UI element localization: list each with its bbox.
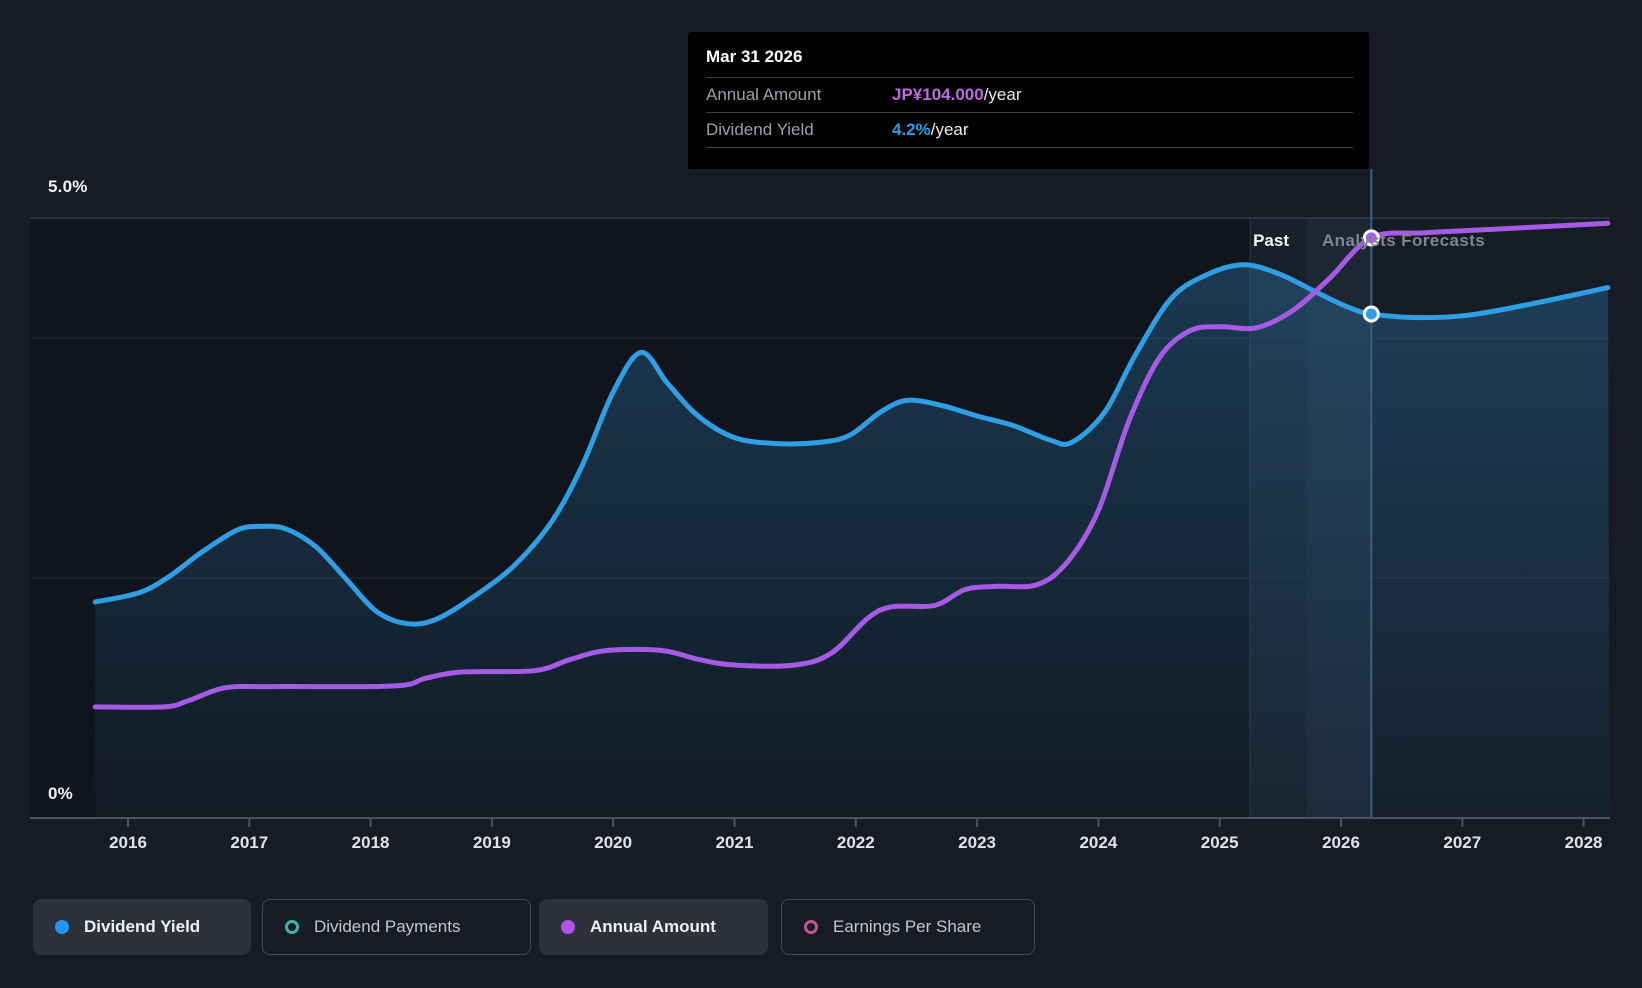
tooltip-label-dividend-yield: Dividend Yield — [706, 120, 814, 139]
legend-earnings-per-share[interactable]: Earnings Per Share — [781, 899, 1035, 955]
tooltip-suffix-annual-amount: /year — [983, 85, 1022, 104]
x-axis-label-2025: 2025 — [1200, 833, 1239, 852]
past-label: Past — [1253, 231, 1289, 250]
x-axis: 2016 2017 2018 2019 2020 2021 2022 2023 2024 2025… — [0, 833, 1642, 855]
y-axis-label-max: 5.0% — [48, 177, 88, 196]
dividend-payments-ring-icon — [285, 920, 299, 934]
x-axis-label-2017: 2017 — [230, 833, 269, 852]
tooltip-date: Mar 31 2026 — [706, 44, 1353, 78]
y-axis-label-zero: 0% — [48, 784, 73, 803]
legend-label-dividend-yield: Dividend Yield — [84, 917, 201, 936]
legend-label-annual-amount: Annual Amount — [590, 917, 716, 936]
tooltip-label-annual-amount: Annual Amount — [706, 85, 822, 104]
x-axis-label-2024: 2024 — [1079, 833, 1118, 852]
x-axis-label-2028: 2028 — [1564, 833, 1603, 852]
annual-amount-dot-icon — [561, 920, 575, 934]
legend-label-earnings-per-share: Earnings Per Share — [833, 917, 982, 936]
x-axis-label-2023: 2023 — [958, 833, 997, 852]
tooltip-row-annual-amount: Annual Amount JP¥104.000 /year — [706, 78, 1353, 113]
tooltip-value-dividend-yield: 4.2% — [892, 120, 931, 139]
tooltip: Mar 31 2026 Annual Amount JP¥104.000 /ye… — [688, 32, 1369, 169]
tooltip-suffix-dividend-yield: /year — [930, 120, 969, 139]
earnings-per-share-ring-icon — [804, 920, 818, 934]
x-axis-label-2022: 2022 — [836, 833, 875, 852]
x-axis-label-2020: 2020 — [594, 833, 633, 852]
x-axis-label-2026: 2026 — [1322, 833, 1360, 852]
x-axis-label-2019: 2019 — [472, 833, 511, 852]
dividend-yield-dot-icon — [55, 920, 69, 934]
x-axis-label-2027: 2027 — [1443, 833, 1482, 852]
legend-annual-amount[interactable]: Annual Amount — [539, 899, 768, 955]
analysts-forecasts-label: Analysts Forecasts — [1322, 231, 1486, 250]
tooltip-value-annual-amount: JP¥104.000 — [892, 85, 984, 104]
legend-dividend-payments[interactable]: Dividend Payments — [262, 899, 531, 955]
legend-label-dividend-payments: Dividend Payments — [314, 917, 461, 936]
legend-dividend-yield[interactable]: Dividend Yield — [33, 899, 251, 955]
x-axis-label-2021: 2021 — [715, 833, 754, 852]
x-axis-label-2016: 2016 — [109, 833, 147, 852]
x-axis-label-2018: 2018 — [351, 833, 390, 852]
tooltip-row-dividend-yield: Dividend Yield 4.2% /year — [706, 113, 1353, 148]
